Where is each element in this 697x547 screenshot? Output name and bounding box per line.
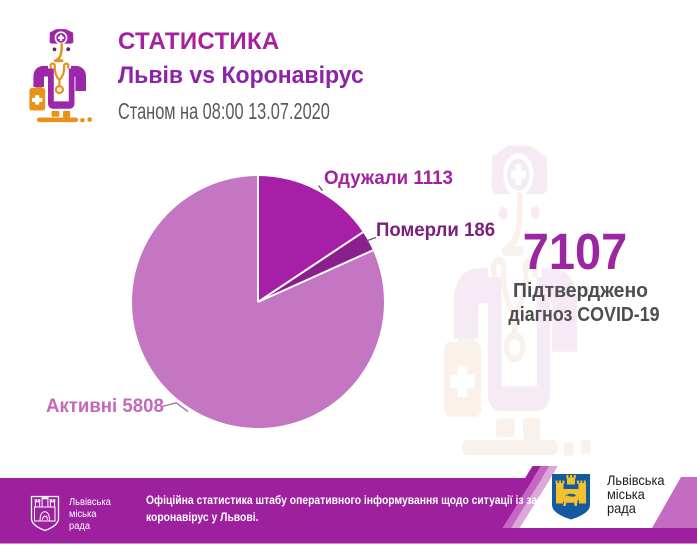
svg-text:рада: рада xyxy=(69,521,90,533)
svg-text:Офіційна статистика штабу опер: Офіційна статистика штабу оперативного і… xyxy=(146,495,627,508)
svg-text:міська: міська xyxy=(607,487,645,502)
svg-text:рада: рада xyxy=(607,501,637,516)
svg-text:Львівська: Львівська xyxy=(607,473,665,488)
svg-text:коронавірус у Львові.: коронавірус у Львові. xyxy=(146,512,258,525)
svg-text:Львівська: Львівська xyxy=(69,497,111,509)
svg-text:міська: міська xyxy=(69,509,97,521)
